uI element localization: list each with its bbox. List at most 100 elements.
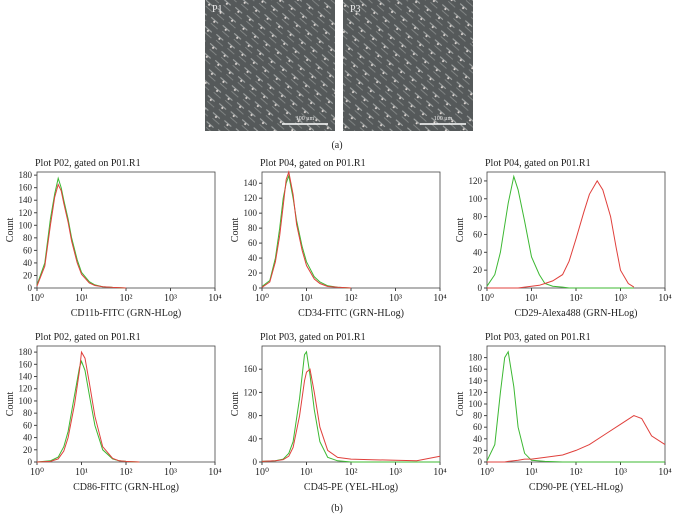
plot-frame [486, 171, 666, 289]
x-tick-label: 10¹ [525, 293, 538, 304]
x-tick-label: 10¹ [525, 467, 538, 478]
y-tick-label: 80 [248, 411, 258, 421]
plot-frame [36, 345, 216, 463]
y-tick-label: 100 [19, 396, 33, 406]
plot-frame [261, 345, 441, 463]
y-tick-label: 60 [248, 238, 258, 248]
x-axis-label: CD29-Alexa488 (GRN-HLog) [514, 308, 637, 319]
y-tick-label: 40 [473, 247, 483, 257]
chart-title: Plot P04, gated on P01.R1 [485, 158, 591, 169]
x-tick-label: 10⁰ [30, 467, 44, 478]
histogram-line [261, 368, 441, 462]
y-tick-label: 100 [244, 208, 258, 218]
histogram-line [261, 350, 440, 463]
scale-bar-label: 100 μm [434, 116, 453, 122]
x-tick-label: 10⁴ [658, 293, 672, 304]
y-tick-label: 40 [473, 434, 483, 444]
y-axis-label: Count [455, 392, 466, 417]
y-axis-label: Count [5, 392, 16, 417]
y-tick-label: 120 [469, 387, 483, 397]
scale-bar-label: 100 μm [296, 116, 315, 122]
y-tick-label: 40 [23, 258, 33, 268]
panel-caption: (b) [331, 503, 343, 514]
x-axis-label: CD11b-FITC (GRN-HLog) [71, 308, 181, 319]
y-tick-label: 160 [469, 364, 483, 374]
y-tick-label: 80 [473, 411, 483, 421]
y-tick-label: 80 [473, 212, 483, 222]
y-tick-label: 0 [253, 457, 258, 467]
y-tick-label: 100 [469, 194, 483, 204]
x-tick-label: 10⁴ [208, 293, 222, 304]
x-tick-label: 10⁰ [480, 293, 494, 304]
x-tick-label: 10² [570, 293, 583, 304]
y-tick-label: 160 [244, 364, 258, 374]
panel-caption: (a) [331, 140, 342, 151]
y-tick-label: 120 [244, 387, 258, 397]
y-tick-label: 0 [28, 457, 33, 467]
y-tick-label: 180 [19, 170, 33, 180]
y-tick-label: 40 [248, 253, 258, 263]
y-tick-label: 20 [473, 445, 483, 455]
x-tick-label: 10³ [614, 293, 627, 304]
micrograph: P3 100 μm [343, 0, 473, 131]
y-tick-label: 140 [19, 195, 33, 205]
x-tick-label: 10³ [389, 293, 402, 304]
x-tick-label: 10² [345, 293, 358, 304]
x-tick-label: 10⁰ [480, 467, 494, 478]
x-tick-label: 10² [120, 293, 133, 304]
plot-frame [261, 171, 441, 289]
x-tick-label: 10³ [164, 293, 177, 304]
x-tick-label: 10³ [389, 467, 402, 478]
image-label: P3 [350, 4, 361, 15]
y-tick-label: 60 [23, 245, 33, 255]
x-tick-label: 10¹ [75, 467, 88, 478]
y-tick-label: 20 [473, 265, 483, 275]
x-tick-label: 10⁰ [255, 467, 269, 478]
image-label: P1 [212, 4, 223, 15]
y-tick-label: 100 [469, 399, 483, 409]
y-axis-label: Count [230, 218, 241, 243]
y-tick-label: 80 [248, 223, 258, 233]
x-tick-label: 10⁴ [658, 467, 672, 478]
y-tick-label: 140 [19, 372, 33, 382]
y-tick-label: 120 [244, 193, 258, 203]
y-tick-label: 60 [473, 229, 483, 239]
y-tick-label: 0 [478, 457, 483, 467]
y-tick-label: 0 [253, 283, 258, 293]
chart-title: Plot P02, gated on P01.R1 [35, 332, 141, 343]
y-tick-label: 140 [469, 376, 483, 386]
histogram-line [487, 179, 635, 289]
y-tick-label: 20 [23, 445, 33, 455]
x-tick-label: 10⁴ [433, 293, 447, 304]
y-tick-label: 80 [23, 233, 33, 243]
plot-frame [36, 171, 216, 289]
y-tick-label: 40 [23, 433, 33, 443]
histogram-line [261, 173, 352, 289]
y-tick-label: 180 [469, 353, 483, 363]
histogram-line [36, 176, 127, 289]
x-axis-label: CD45-PE (YEL-HLog) [304, 482, 398, 493]
x-axis-label: CD90-PE (YEL-HLog) [529, 482, 623, 493]
x-tick-label: 10¹ [300, 467, 313, 478]
y-tick-label: 60 [473, 422, 483, 432]
x-tick-label: 10³ [164, 467, 177, 478]
histogram-line [487, 415, 666, 463]
y-tick-label: 120 [19, 384, 33, 394]
x-tick-label: 10⁴ [433, 467, 447, 478]
chart-title: Plot P02, gated on P01.R1 [35, 158, 141, 169]
x-axis-label: CD34-FITC (GRN-HLog) [298, 308, 404, 319]
micrograph: P1 100 μm [205, 0, 335, 131]
y-axis-label: Count [230, 392, 241, 417]
histogram-line [486, 174, 634, 289]
y-tick-label: 80 [23, 408, 33, 418]
x-tick-label: 10⁰ [255, 293, 269, 304]
y-tick-label: 0 [28, 283, 33, 293]
y-tick-label: 120 [19, 208, 33, 218]
y-tick-label: 40 [248, 434, 258, 444]
x-tick-label: 10¹ [300, 293, 313, 304]
y-tick-label: 100 [19, 220, 33, 230]
y-tick-label: 20 [23, 270, 33, 280]
y-tick-label: 120 [469, 176, 483, 186]
y-axis-label: Count [5, 218, 16, 243]
